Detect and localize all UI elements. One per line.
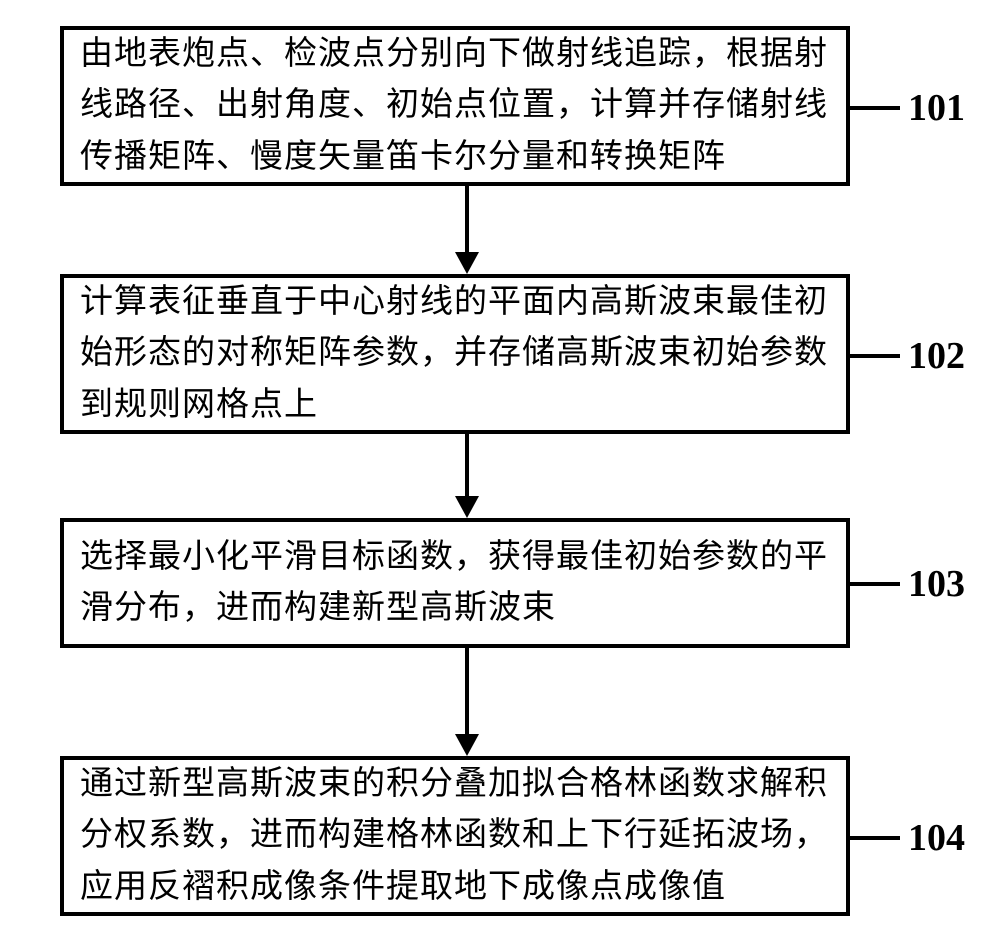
edge-103-104 — [455, 648, 479, 756]
step-text-104: 通过新型高斯波束的积分叠加拟合格林函数求解积分权系数，进而构建格林函数和上下行延… — [80, 759, 830, 912]
flowchart-container: 由地表炮点、检波点分别向下做射线追踪，根据射线路径、出射角度、初始点位置，计算并… — [0, 0, 1000, 938]
arrow-down-icon — [455, 496, 479, 518]
step-label-104: 104 — [908, 816, 965, 860]
step-label-101: 101 — [908, 86, 965, 130]
step-box-103: 选择最小化平滑目标函数，获得最佳初始参数的平滑分布，进而构建新型高斯波束 — [60, 518, 850, 648]
step-box-104: 通过新型高斯波束的积分叠加拟合格林函数求解积分权系数，进而构建格林函数和上下行延… — [60, 756, 850, 916]
step-label-102: 102 — [908, 334, 965, 378]
edge-line — [465, 434, 469, 496]
step-text-102: 计算表征垂直于中心射线的平面内高斯波束最佳初始形态的对称矩阵参数，并存储高斯波束… — [80, 277, 830, 430]
label-connector-103 — [850, 582, 900, 586]
label-connector-102 — [850, 354, 900, 358]
edge-line — [465, 186, 469, 252]
step-text-101: 由地表炮点、检波点分别向下做射线追踪，根据射线路径、出射角度、初始点位置，计算并… — [80, 29, 830, 182]
edge-101-102 — [455, 186, 479, 274]
step-box-101: 由地表炮点、检波点分别向下做射线追踪，根据射线路径、出射角度、初始点位置，计算并… — [60, 26, 850, 186]
edge-line — [465, 648, 469, 734]
step-box-102: 计算表征垂直于中心射线的平面内高斯波束最佳初始形态的对称矩阵参数，并存储高斯波束… — [60, 274, 850, 434]
arrow-down-icon — [455, 252, 479, 274]
step-label-103: 103 — [908, 562, 965, 606]
step-text-103: 选择最小化平滑目标函数，获得最佳初始参数的平滑分布，进而构建新型高斯波束 — [80, 532, 830, 634]
arrow-down-icon — [455, 734, 479, 756]
label-connector-101 — [850, 106, 900, 110]
label-connector-104 — [850, 836, 900, 840]
edge-102-103 — [455, 434, 479, 518]
